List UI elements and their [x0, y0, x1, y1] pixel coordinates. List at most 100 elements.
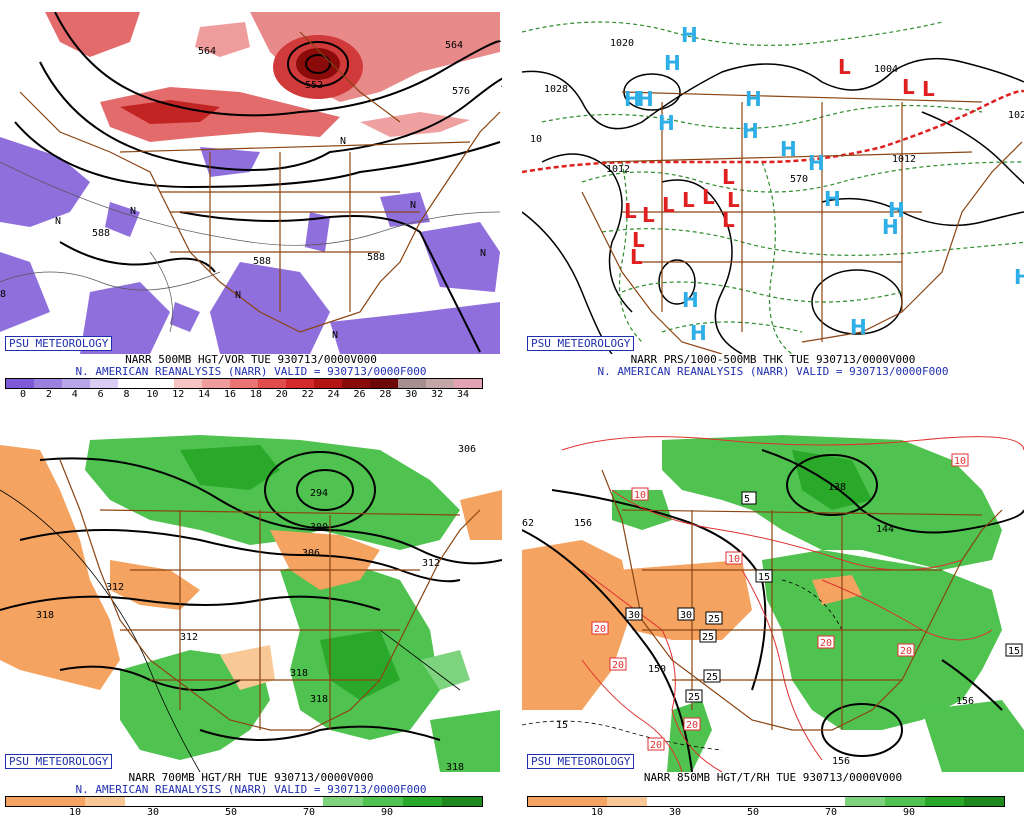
contour-label: 1004 — [874, 64, 898, 75]
rh-colorbar-ticks: 10 30 50 70 90 — [5, 807, 483, 819]
colorbar-tick: 4 — [71, 389, 78, 400]
colorbar-swatch — [766, 797, 806, 806]
colorbar-swatch — [204, 797, 245, 806]
boxed-labels: 5 15 25 25 25 25 10 10 10 20 20 20 20 20… — [591, 453, 1023, 751]
colorbar-tick: 18 — [249, 389, 262, 400]
isobar-labels: 1028 1020 1004 1012 1012 570 10 102 — [530, 38, 1024, 185]
h-mark: H — [745, 87, 762, 111]
colorbar-tick: 70 — [302, 807, 316, 818]
colorbar-tick: 16 — [224, 389, 237, 400]
map-850mb: 62 156 138 144 150 156 156 15 5 15 25 25… — [522, 430, 1024, 772]
colorbar-swatch — [230, 379, 258, 388]
boxed-label: 20 — [820, 638, 832, 649]
colorbar-tick: 20 — [275, 389, 288, 400]
colorbar-tick: 10 — [590, 807, 604, 818]
colorbar-tick: 30 — [146, 807, 160, 818]
boxed-label: 10 — [954, 456, 966, 467]
contour-label: 312 — [106, 582, 124, 593]
h-mark: H — [888, 198, 905, 222]
colorbar-swatch — [202, 379, 230, 388]
boxed-label: 10 — [634, 490, 646, 501]
boxed-label: 20 — [612, 660, 624, 671]
map-500mb: 564 552 576 564 588 588 588 8 N N N N N … — [0, 12, 502, 354]
panel-subtitle: N. AMERICAN REANALYSIS (NARR) VALID = 93… — [75, 783, 427, 796]
colorbar-swatch — [964, 797, 1005, 806]
colorbar-tick: 2 — [45, 389, 52, 400]
boxed-label: 25 — [688, 692, 700, 703]
h-mark: H — [808, 151, 825, 175]
colorbar-swatch — [34, 379, 62, 388]
colorbar-tick: 10 — [68, 807, 82, 818]
colorbar-tick: 70 — [824, 807, 838, 818]
colorbar-swatch — [607, 797, 648, 806]
contour-label: 588 — [253, 256, 271, 267]
colorbar-swatch — [90, 379, 118, 388]
panel-subtitle: N. AMERICAN REANALYSIS (NARR) VALID = 93… — [597, 365, 949, 378]
rh-colorbar — [527, 796, 1005, 807]
height-contour-labels: 306 294 300 306 312 312 318 312 318 318 … — [36, 444, 476, 772]
colorbar-tick: 12 — [172, 389, 185, 400]
contour-label: 552 — [305, 80, 323, 91]
colorbar-swatch — [314, 379, 342, 388]
panel-title: NARR 500MB HGT/VOR TUE 930713/0000V000 — [125, 353, 377, 366]
contour-label: 588 — [367, 252, 385, 263]
contour-label: 156 — [956, 696, 974, 707]
h-mark: H — [882, 215, 899, 239]
boxed-label: 30 — [628, 610, 640, 621]
l-mark: L — [662, 193, 675, 217]
colorbar-swatch — [146, 379, 174, 388]
h-mark: H — [742, 119, 759, 143]
contour-label: 1012 — [606, 164, 630, 175]
panel-subtitle: N. AMERICAN REANALYSIS (NARR) VALID = 93… — [75, 365, 427, 378]
colorbar-tick: 6 — [97, 389, 104, 400]
contour-label: 1028 — [544, 84, 568, 95]
colorbar-swatch — [402, 797, 443, 806]
contour-label: 1020 — [610, 38, 634, 49]
contour-label: 576 — [452, 86, 470, 97]
boxed-label: 5 — [744, 494, 750, 505]
panel-700mb-rh: 306 294 300 306 312 312 318 312 318 318 … — [0, 418, 502, 818]
vorticity-colorbar-ticks: 0 2 4 6 8 10 12 14 16 18 20 22 24 26 28 30 32 34 — [5, 389, 483, 401]
boxed-label: 20 — [650, 740, 662, 751]
colorbar-tick: 26 — [353, 389, 366, 400]
psu-meteorology-label: PSU METEOROLOGY — [5, 754, 113, 769]
colorbar-swatch — [567, 797, 608, 806]
contour-label: 144 — [876, 524, 894, 535]
colorbar-tick: 90 — [380, 807, 394, 818]
contour-label: 62 — [522, 518, 534, 529]
colorbar-tick: 0 — [19, 389, 27, 400]
colorbar-swatch — [398, 379, 426, 388]
h-mark: H — [850, 315, 867, 339]
psu-meteorology-label: PSU METEOROLOGY — [527, 336, 635, 351]
l-mark: L — [727, 188, 740, 212]
colorbar-tick: 30 — [668, 807, 682, 818]
map-pressure-graphic: H H H H H H H H H H H H H H H H L L L — [522, 12, 1024, 354]
colorbar-tick: 34 — [456, 389, 470, 400]
psu-meteorology-label: PSU METEOROLOGY — [527, 754, 635, 769]
l-mark: L — [632, 228, 645, 252]
contour-label: 294 — [310, 488, 328, 499]
boxed-label: 20 — [686, 720, 698, 731]
colorbar-tick: 22 — [301, 389, 314, 400]
psu-meteorology-label: PSU METEOROLOGY — [5, 336, 113, 351]
boxed-label: 15 — [758, 572, 770, 583]
contour-label: 300 — [310, 522, 328, 533]
height-temp-labels: 62 156 138 144 150 156 156 15 — [522, 482, 974, 767]
colorbar-tick: 90 — [902, 807, 916, 818]
contour-label: 588 — [92, 228, 110, 239]
contour-label: N — [130, 206, 136, 217]
colorbar-swatch — [426, 379, 454, 388]
map-700mb-graphic: 306 294 300 306 312 312 318 312 318 318 … — [0, 430, 502, 772]
contour-label: 306 — [302, 548, 320, 559]
contour-label: 156 — [574, 518, 592, 529]
contour-label: 318 — [36, 610, 54, 621]
colorbar-tick: 50 — [746, 807, 760, 818]
colorbar-tick: 50 — [224, 807, 238, 818]
colorbar-swatch — [45, 797, 86, 806]
contour-label: 564 — [445, 40, 463, 51]
colorbar-swatch — [6, 797, 46, 806]
l-mark: L — [922, 77, 935, 101]
panel-500mb-vorticity: 564 552 576 564 588 588 588 8 N N N N N … — [0, 0, 502, 400]
colorbar-swatch — [686, 797, 727, 806]
h-mark: H — [624, 87, 641, 111]
